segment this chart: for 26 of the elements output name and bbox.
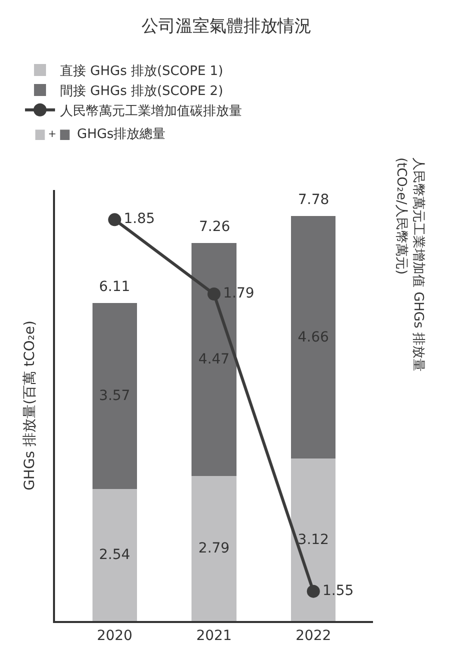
data-label: 2.54: [98, 546, 130, 563]
data-label: 1.55: [322, 582, 354, 599]
legend-label: 間接 GHGs 排放(SCOPE 2): [60, 84, 224, 100]
data-label: 4.66: [298, 329, 330, 346]
total-label: 6.11: [99, 279, 130, 295]
legend-label: 人民幣萬元工業增加值碳排放量: [60, 104, 242, 119]
total-label: 7.26: [199, 219, 230, 235]
data-label: 4.47: [198, 351, 230, 368]
x-tick-label: 2021: [196, 628, 232, 644]
y2-axis-title: 人民幣萬元工業增加值 GHGs 排放量 (tCO₂e/人民幣萬元): [394, 157, 426, 372]
data-label: 1.85: [124, 211, 155, 228]
text: GHGs排放總量: [77, 127, 166, 142]
bar: [192, 476, 236, 621]
x-tick-label: 2020: [96, 628, 132, 644]
data-label: 3.57: [99, 388, 130, 404]
legend-label: 直接 GHGs 排放(SCOPE 1): [60, 64, 224, 80]
bar: [291, 216, 336, 459]
chart-title: 公司溫室氣體排放情況: [142, 16, 312, 37]
data-label: 3.12: [298, 532, 329, 548]
y-axis-title: GHGs 排放量(百萬 tCO₂e): [22, 320, 38, 490]
bar: [92, 488, 137, 621]
x-tick-label: 2022: [296, 628, 332, 644]
bar: [92, 302, 137, 489]
data-label: 2.79: [198, 540, 230, 556]
total-label: 7.78: [298, 192, 330, 208]
text: +: [48, 129, 56, 140]
